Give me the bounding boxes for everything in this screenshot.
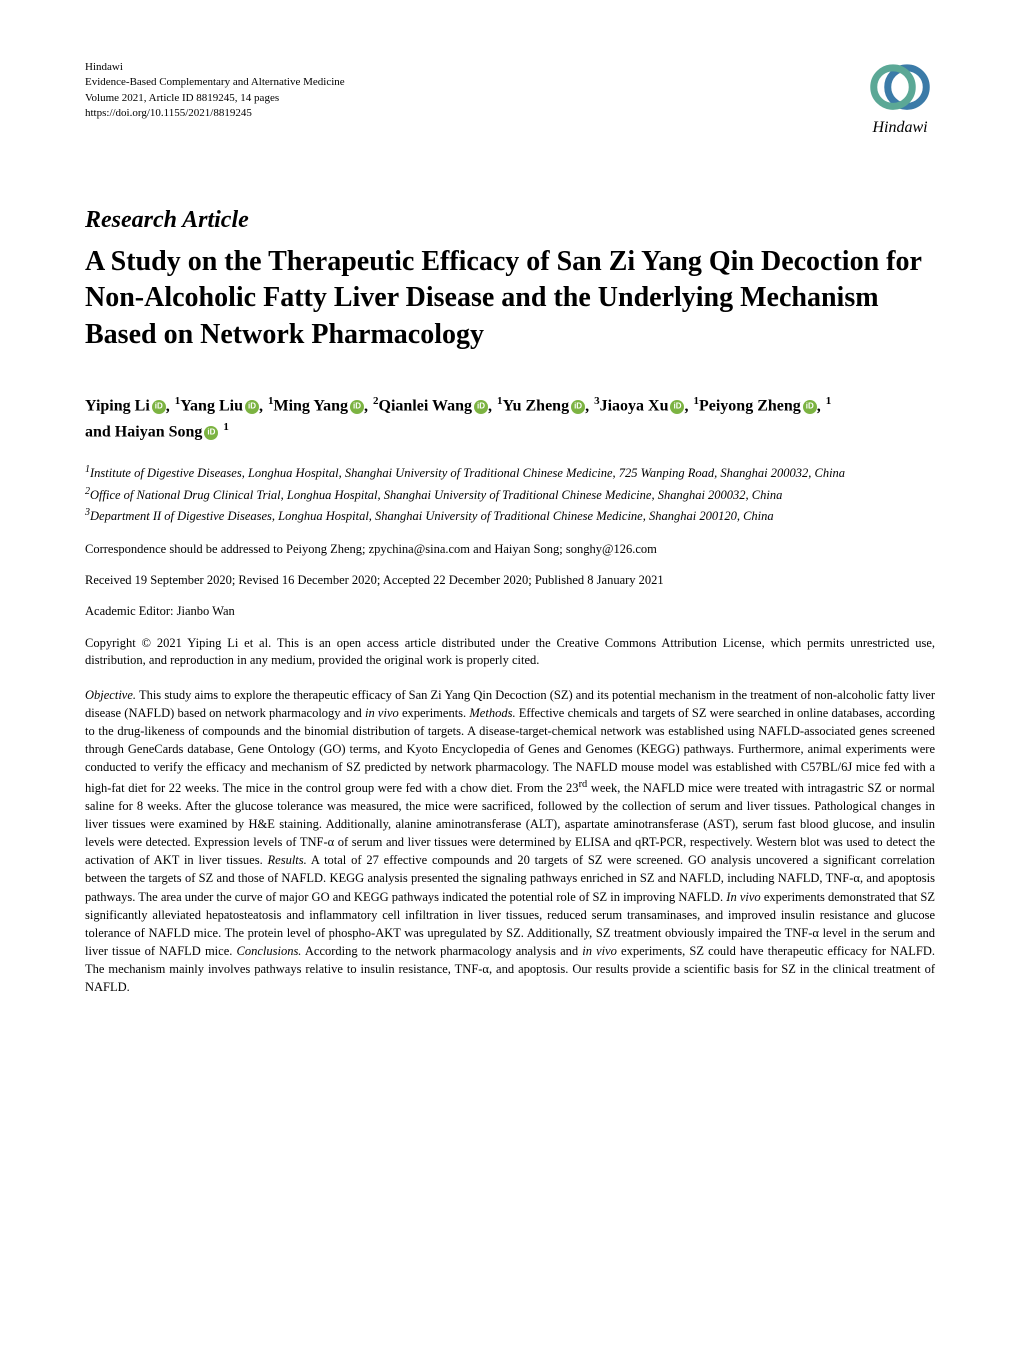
article-title: A Study on the Therapeutic Efficacy of S… (85, 244, 935, 353)
affiliation: 1Institute of Digestive Diseases, Longhu… (85, 463, 935, 483)
affiliation: 2Office of National Drug Clinical Trial,… (85, 485, 935, 505)
volume-info: Volume 2021, Article ID 8819245, 14 page… (85, 91, 345, 106)
correspondence: Correspondence should be addressed to Pe… (85, 542, 935, 557)
academic-editor: Academic Editor: Jianbo Wan (85, 604, 935, 619)
hindawi-logo-text: Hindawi (872, 119, 927, 137)
journal-name: Evidence-Based Complementary and Alterna… (85, 75, 345, 90)
conclusions-heading: Conclusions. (237, 944, 302, 958)
doi-link: https://doi.org/10.1155/2021/8819245 (85, 106, 345, 121)
orcid-icon (350, 400, 364, 414)
invivo-text: in vivo (365, 706, 399, 720)
separator: , (488, 398, 492, 415)
author-affiliation-ref: 1 (223, 421, 229, 433)
affiliation-list: 1Institute of Digestive Diseases, Longhu… (85, 463, 935, 526)
orcid-icon (803, 400, 817, 414)
publisher-info: Hindawi Evidence-Based Complementary and… (85, 60, 345, 122)
orcid-icon (474, 400, 488, 414)
author: Yu Zheng,3 (503, 393, 600, 419)
affiliation-number: 2 (85, 486, 90, 497)
results-heading: Results. (268, 853, 307, 867)
objective-text-2: experiments. (399, 706, 470, 720)
hindawi-logo: Hindawi (865, 60, 935, 137)
author: Ming Yang,2 (273, 393, 378, 419)
publication-dates: Received 19 September 2020; Revised 16 D… (85, 573, 935, 588)
hindawi-logo-icon (865, 60, 935, 115)
author: Qianlei Wang,1 (379, 393, 503, 419)
conclusions-text: According to the network pharmacology an… (301, 944, 582, 958)
publisher-name: Hindawi (85, 60, 345, 75)
orcid-icon (245, 400, 259, 414)
separator: , (364, 398, 368, 415)
author: Jiaoya Xu,1 (600, 393, 699, 419)
invivo-text-3: in vivo (582, 944, 617, 958)
orcid-icon (152, 400, 166, 414)
orcid-icon (204, 426, 218, 440)
author-affiliation-ref: 1 (826, 395, 832, 407)
methods-heading: Methods. (469, 706, 515, 720)
affiliation-number: 3 (85, 507, 90, 518)
orcid-icon (571, 400, 585, 414)
author-list: Yiping Li,1 Yang Liu,1 Ming Yang,2 Qianl… (85, 393, 935, 445)
methods-sup: rd (579, 779, 588, 790)
objective-heading: Objective. (85, 688, 136, 702)
affiliation: 3Department II of Digestive Diseases, Lo… (85, 506, 935, 526)
abstract: Objective. This study aims to explore th… (85, 686, 935, 996)
separator: , (684, 398, 688, 415)
orcid-icon (670, 400, 684, 414)
author: Peiyong Zheng,1 (699, 393, 831, 419)
invivo-text-2: In vivo (726, 890, 760, 904)
author: and Haiyan Song1 (85, 419, 229, 445)
separator: , (166, 398, 170, 415)
separator: , (817, 398, 821, 415)
author: Yiping Li,1 (85, 393, 180, 419)
header-row: Hindawi Evidence-Based Complementary and… (85, 60, 935, 137)
separator: , (259, 398, 263, 415)
affiliation-number: 1 (85, 464, 90, 475)
author: Yang Liu,1 (180, 393, 273, 419)
separator: , (585, 398, 589, 415)
copyright-notice: Copyright © 2021 Yiping Li et al. This i… (85, 635, 935, 670)
article-type: Research Article (85, 207, 935, 234)
